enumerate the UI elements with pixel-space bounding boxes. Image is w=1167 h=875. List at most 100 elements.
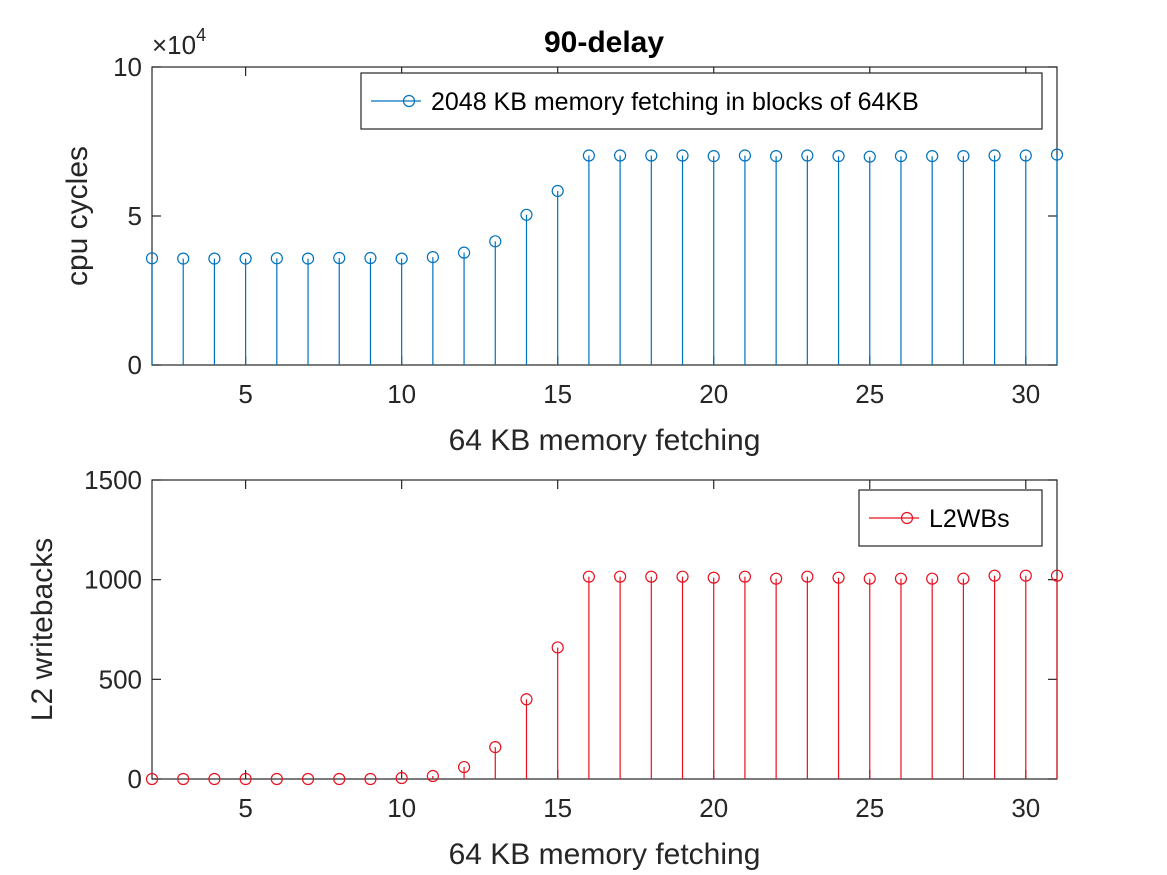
stem-marker bbox=[395, 771, 408, 785]
data-point bbox=[208, 772, 221, 786]
stem-marker bbox=[177, 772, 190, 786]
stem-marker bbox=[832, 571, 845, 584]
legend-entry-label: 2048 KB memory fetching in blocks of 64K… bbox=[431, 88, 919, 116]
y-tick-label: 0 bbox=[128, 764, 142, 794]
data-point bbox=[832, 150, 845, 365]
x-tick-label: 10 bbox=[387, 793, 416, 823]
data-point bbox=[426, 769, 439, 783]
data-point bbox=[801, 570, 814, 779]
y-exponent-power: 4 bbox=[196, 25, 206, 45]
data-point bbox=[738, 149, 752, 365]
stem-marker bbox=[614, 149, 627, 162]
stem-marker bbox=[582, 149, 595, 162]
stem-marker bbox=[645, 149, 658, 162]
stem-marker bbox=[270, 252, 283, 265]
x-tick-label: 30 bbox=[1011, 379, 1040, 409]
data-point bbox=[614, 570, 627, 779]
subplot-1: 5 10 15 20 25 30 0 5 10 ×104 64 KB memory fetching… bbox=[61, 25, 1064, 457]
stem-marker bbox=[239, 252, 252, 265]
data-point bbox=[582, 570, 595, 779]
stem-marker bbox=[738, 570, 752, 583]
stem-marker bbox=[801, 149, 814, 162]
x-tick-label: 25 bbox=[855, 379, 884, 409]
data-point bbox=[457, 246, 471, 365]
stem-marker bbox=[676, 149, 689, 162]
data-point bbox=[239, 772, 252, 786]
x-tick-label: 20 bbox=[699, 379, 728, 409]
y-exponent-multiplier: ×104 bbox=[152, 25, 206, 60]
data-point bbox=[1019, 149, 1032, 365]
y-axis-label: L2 writebacks bbox=[26, 538, 59, 721]
data-point bbox=[333, 251, 346, 365]
legend-marker-sample bbox=[900, 511, 914, 525]
stem-marker bbox=[894, 572, 908, 585]
data-point bbox=[676, 570, 689, 779]
data-point bbox=[457, 760, 471, 779]
stem-marker bbox=[863, 150, 876, 163]
stem-marker bbox=[645, 570, 658, 583]
data-point bbox=[177, 772, 190, 786]
data-point bbox=[395, 252, 408, 365]
stem-marker bbox=[395, 252, 408, 265]
stem-marker bbox=[1019, 149, 1032, 162]
data-point bbox=[301, 252, 315, 365]
stem-marker bbox=[926, 150, 939, 163]
x-tick-label: 20 bbox=[699, 793, 728, 823]
data-point bbox=[520, 208, 533, 365]
data-point bbox=[926, 572, 939, 779]
stem-marker bbox=[988, 569, 1001, 582]
chart-title: 90-delay bbox=[544, 26, 664, 59]
data-point bbox=[863, 150, 876, 365]
x-tick-label: 15 bbox=[543, 379, 572, 409]
stem-marker bbox=[520, 693, 533, 706]
stem-marker bbox=[582, 570, 595, 583]
stem-marker bbox=[145, 252, 159, 265]
data-point bbox=[988, 149, 1001, 365]
data-point bbox=[364, 251, 377, 365]
stem-marker bbox=[863, 572, 876, 585]
data-point bbox=[208, 252, 221, 365]
data-point bbox=[426, 251, 439, 365]
data-point bbox=[270, 772, 283, 786]
y-exponent-base: ×10 bbox=[152, 30, 196, 60]
stem-marker bbox=[957, 572, 970, 585]
stem-marker bbox=[333, 251, 346, 265]
stem-marker bbox=[926, 572, 939, 585]
data-point bbox=[926, 150, 939, 365]
x-axis-label: 64 KB memory fetching bbox=[449, 838, 761, 871]
data-point bbox=[770, 572, 783, 779]
data-point bbox=[333, 772, 346, 786]
data-point bbox=[801, 149, 814, 365]
stem-marker bbox=[426, 251, 439, 264]
stem-marker bbox=[489, 741, 502, 754]
stem-marker bbox=[301, 772, 315, 786]
x-tick-label: 5 bbox=[238, 379, 252, 409]
stem-marker bbox=[1019, 569, 1032, 582]
data-point bbox=[707, 571, 720, 779]
y-tick-label: 1000 bbox=[84, 565, 142, 595]
data-point bbox=[957, 150, 970, 365]
legend-marker-sample bbox=[402, 94, 416, 108]
stem-marker bbox=[208, 252, 221, 265]
data-point bbox=[551, 184, 564, 365]
stem-marker bbox=[333, 772, 346, 786]
x-tick-label: 25 bbox=[855, 793, 884, 823]
subplot-2: 5 10 15 20 25 30 0 500 1000 1500 64 KB memory fetc… bbox=[26, 465, 1064, 871]
data-point bbox=[645, 570, 658, 779]
stem-marker bbox=[270, 772, 283, 786]
data-point bbox=[832, 571, 845, 779]
stem-marker bbox=[457, 760, 471, 774]
stem-marker bbox=[551, 184, 564, 198]
legend-entry-label: L2WBs bbox=[929, 505, 1010, 533]
stem-marker bbox=[364, 772, 377, 786]
stem-marker bbox=[770, 572, 783, 585]
data-point bbox=[489, 235, 502, 365]
y-tick-label: 500 bbox=[99, 664, 142, 694]
stem-marker bbox=[145, 772, 159, 786]
y-tick-label: 5 bbox=[128, 201, 142, 231]
stem-marker bbox=[177, 252, 190, 265]
stem-marker bbox=[738, 149, 752, 162]
data-point bbox=[520, 693, 533, 779]
stem-marker bbox=[520, 208, 533, 221]
